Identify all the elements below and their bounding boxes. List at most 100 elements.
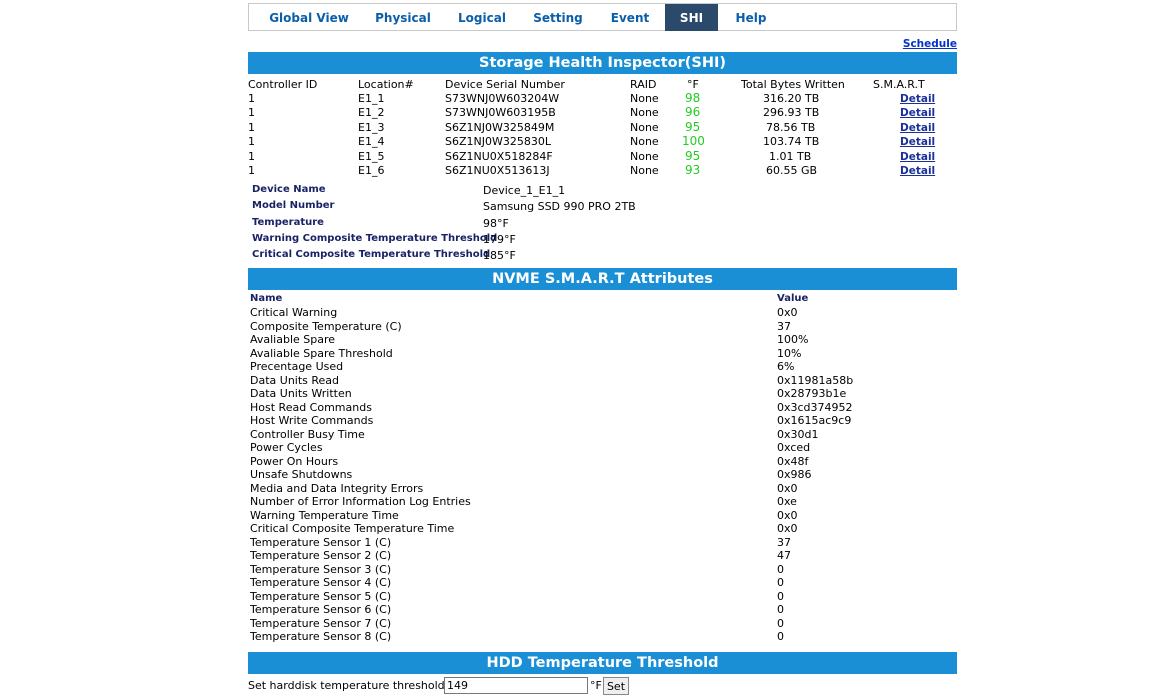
row-temperature: 98: [685, 91, 701, 105]
warning-threshold-label: Warning Composite Temperature Threshold: [252, 233, 498, 244]
tab-shi[interactable]: SHI: [665, 4, 718, 31]
row-total-bytes-written: 316.20 TB: [763, 92, 820, 105]
detail-link[interactable]: Detail: [900, 136, 936, 148]
shi-title-banner: Storage Health Inspector(SHI): [248, 52, 957, 74]
smart-attribute-name: Warning Temperature Time: [250, 509, 399, 522]
smart-attribute-name: Composite Temperature (C): [250, 320, 402, 333]
smart-attribute-name: Avaliable Spare Threshold: [250, 347, 393, 360]
smart-attribute-value: 37: [777, 536, 791, 549]
tab-setting[interactable]: Setting: [533, 11, 583, 25]
row-controller-id: 1: [248, 121, 255, 134]
smart-attribute-name: Controller Busy Time: [250, 428, 365, 441]
row-temperature: 95: [685, 149, 701, 163]
smart-attribute-name: Power On Hours: [250, 455, 339, 468]
row-temperature: 93: [685, 163, 701, 177]
threshold-unit: °F: [590, 679, 602, 692]
threshold-input[interactable]: [444, 677, 588, 694]
detail-link[interactable]: Detail: [900, 107, 936, 119]
row-location: E1_3: [358, 121, 385, 134]
row-serial: S73WNJ0W603204W: [445, 92, 560, 105]
smart-attribute-value: 0: [777, 617, 784, 630]
schedule-link[interactable]: Schedule: [902, 38, 957, 50]
smart-attribute-value: 6%: [777, 360, 795, 373]
smart-attribute-name: Unsafe Shutdowns: [250, 468, 353, 481]
tab-global-view[interactable]: Global View: [269, 11, 349, 25]
row-temperature: 100: [682, 134, 705, 148]
smart-attribute-value: 0x0: [777, 306, 798, 319]
row-serial: S6Z1NJ0W325830L: [445, 135, 551, 148]
row-serial: S73WNJ0W603195B: [445, 106, 556, 119]
smart-attribute-value: 100%: [777, 333, 809, 346]
row-temperature: 95: [685, 120, 701, 134]
smart-attribute-name: Temperature Sensor 6 (C): [250, 603, 392, 616]
smart-attribute-value: 0: [777, 630, 784, 643]
detail-link[interactable]: Detail: [900, 122, 936, 134]
smart-attribute-name: Temperature Sensor 2 (C): [250, 549, 392, 562]
smart-attribute-value: 0x0: [777, 522, 798, 535]
row-serial: S6Z1NU0X513613J: [445, 164, 550, 177]
row-total-bytes-written: 78.56 TB: [766, 121, 816, 134]
row-raid: None: [630, 135, 659, 148]
set-button[interactable]: Set: [603, 677, 629, 695]
smart-value-header: Value: [777, 293, 809, 304]
row-temperature: 96: [685, 105, 701, 119]
tab-physical[interactable]: Physical: [375, 11, 431, 25]
smart-attribute-name: Number of Error Information Log Entries: [250, 495, 471, 508]
smart-attribute-name: Media and Data Integrity Errors: [250, 482, 424, 495]
smart-attribute-name: Avaliable Spare: [250, 333, 336, 346]
row-location: E1_2: [358, 106, 385, 119]
row-controller-id: 1: [248, 92, 255, 105]
row-total-bytes-written: 296.93 TB: [763, 106, 820, 119]
smart-attribute-value: 0x28793b1e: [777, 387, 847, 400]
col-header-controller-id: Controller ID: [248, 78, 318, 91]
smart-attribute-value: 0x986: [777, 468, 812, 481]
row-serial: S6Z1NU0X518284F: [445, 150, 553, 163]
smart-attribute-name: Temperature Sensor 8 (C): [250, 630, 392, 643]
temperature-value: 98°F: [483, 217, 509, 230]
smart-attribute-value: 37: [777, 320, 791, 333]
col-header-smart: S.M.A.R.T: [873, 78, 925, 91]
model-number-value: Samsung SSD 990 PRO 2TB: [483, 200, 636, 213]
smart-attribute-value: 0x0: [777, 509, 798, 522]
hdd-threshold-banner: HDD Temperature Threshold: [248, 652, 957, 674]
row-total-bytes-written: 103.74 TB: [763, 135, 820, 148]
tab-help[interactable]: Help: [735, 11, 767, 25]
smart-title-banner: NVME S.M.A.R.T Attributes: [248, 268, 957, 290]
smart-attribute-value: 0x3cd374952: [777, 401, 853, 414]
smart-attribute-value: 0x1615ac9c9: [777, 414, 852, 427]
row-location: E1_6: [358, 164, 385, 177]
row-raid: None: [630, 150, 659, 163]
smart-attribute-name: Power Cycles: [250, 441, 323, 454]
row-location: E1_5: [358, 150, 385, 163]
col-header-tbw: Total Bytes Written: [741, 78, 845, 91]
device-name-value: Device_1_E1_1: [483, 184, 566, 197]
device-name-label: Device Name: [252, 184, 326, 195]
smart-attribute-value: 0: [777, 576, 784, 589]
warning-threshold-value: 179°F: [483, 233, 516, 246]
tab-logical[interactable]: Logical: [458, 11, 506, 25]
smart-attribute-value: 0: [777, 590, 784, 603]
detail-link[interactable]: Detail: [900, 93, 936, 105]
smart-attribute-name: Temperature Sensor 7 (C): [250, 617, 392, 630]
col-header-location: Location#: [358, 78, 414, 91]
smart-attribute-name: Critical Composite Temperature Time: [250, 522, 455, 535]
row-raid: None: [630, 92, 659, 105]
row-location: E1_4: [358, 135, 385, 148]
threshold-label: Set harddisk temperature threshold :: [248, 679, 452, 692]
smart-attribute-name: Host Read Commands: [250, 401, 372, 414]
model-number-label: Model Number: [252, 200, 335, 211]
col-header-temp: °F: [687, 78, 699, 91]
smart-attribute-value: 0: [777, 603, 784, 616]
smart-attribute-name: Data Units Read: [250, 374, 340, 387]
col-header-serial: Device Serial Number: [445, 78, 565, 91]
row-serial: S6Z1NJ0W325849M: [445, 121, 555, 134]
row-total-bytes-written: 60.55 GB: [766, 164, 818, 177]
detail-link[interactable]: Detail: [900, 165, 936, 177]
tab-event[interactable]: Event: [610, 11, 650, 25]
smart-attribute-name: Critical Warning: [250, 306, 338, 319]
smart-attribute-value: 0x11981a58b: [777, 374, 854, 387]
smart-attribute-value: 10%: [777, 347, 802, 360]
critical-threshold-value: 185°F: [483, 249, 516, 262]
smart-attribute-value: 0x0: [777, 482, 798, 495]
detail-link[interactable]: Detail: [900, 151, 936, 163]
